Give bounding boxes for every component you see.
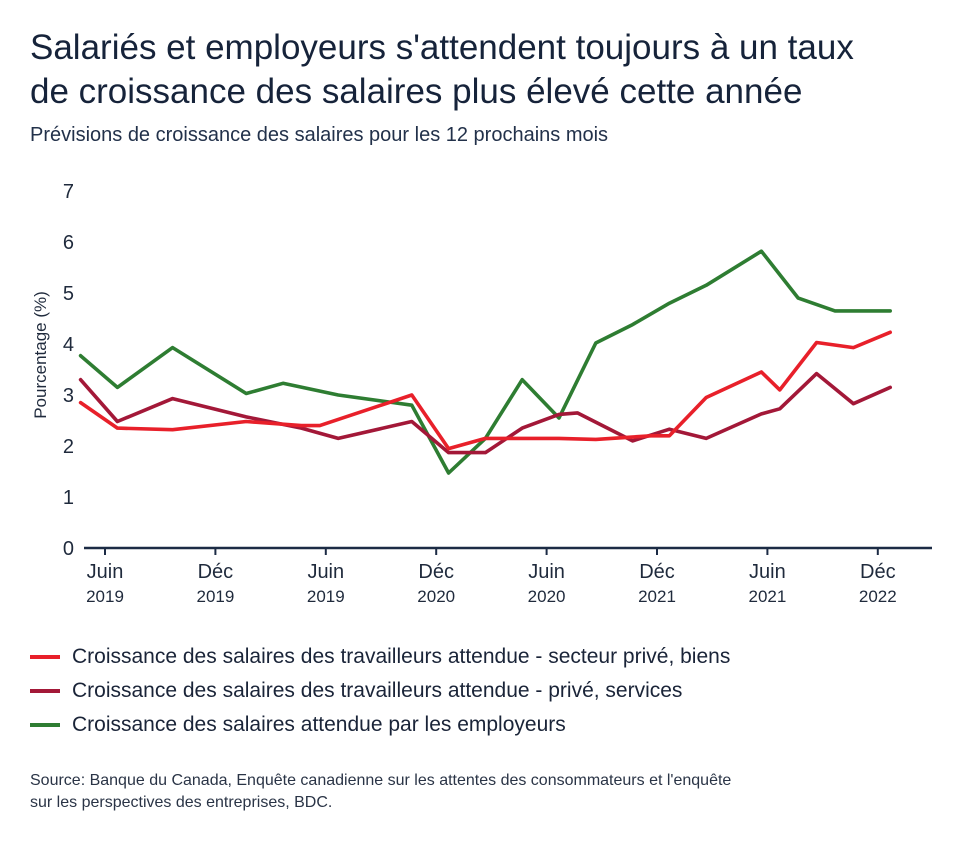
y-tick-label-1: 1 — [63, 487, 74, 509]
y-tick-label-3: 3 — [63, 385, 74, 407]
legend-label-employers: Croissance des salaires attendue par les… — [72, 713, 566, 736]
source-line-1: Source: Banque du Canada, Enquête canadi… — [30, 772, 732, 789]
series-line-employers — [78, 249, 892, 475]
legend-item-employers: Croissance des salaires attendue par les… — [30, 708, 730, 742]
y-tick-label-0: 0 — [63, 538, 74, 560]
source-note: Source: Banque du Canada, Enquête canadi… — [30, 770, 930, 814]
legend-item-private-services: Croissance des salaires des travailleurs… — [30, 674, 730, 708]
series-line-private-services — [78, 371, 892, 455]
chart-title: Salariés et employeurs s'attendent toujo… — [30, 26, 940, 114]
x-tick-month-1: Déc — [198, 561, 234, 583]
x-tick-month-6: Juin — [749, 561, 786, 583]
x-tick-year-5: 2021 — [638, 587, 676, 606]
chart-title-line-1: Salariés et employeurs s'attendent toujo… — [30, 28, 854, 67]
y-tick-label-7: 7 — [63, 181, 74, 203]
chart-title-line-2: de croissance des salaires plus élevé ce… — [30, 72, 803, 111]
series-lines — [78, 249, 892, 475]
legend-item-private-goods: Croissance des salaires des travailleurs… — [30, 640, 730, 674]
x-tick-year-1: 2019 — [196, 587, 234, 606]
x-tick-year-6: 2021 — [748, 587, 786, 606]
y-tick-label-5: 5 — [63, 283, 74, 305]
legend-label-private-services: Croissance des salaires des travailleurs… — [72, 679, 683, 702]
legend-swatch-private-services — [30, 689, 60, 693]
legend: Croissance des salaires des travailleurs… — [30, 640, 730, 742]
x-tick-year-2: 2019 — [307, 587, 345, 606]
legend-label-private-goods: Croissance des salaires des travailleurs… — [72, 645, 731, 668]
x-tick-month-0: Juin — [87, 561, 124, 583]
x-tick-year-3: 2020 — [417, 587, 455, 606]
legend-swatch-employers — [30, 723, 60, 727]
y-tick-label-2: 2 — [63, 436, 74, 458]
x-tick-month-3: Déc — [418, 561, 454, 583]
x-tick-year-0: 2019 — [86, 587, 124, 606]
x-axis-ticks: Juin 2019 Déc 2019 Juin 2019 Déc 2020 Juin 2020 Dé… — [86, 548, 897, 606]
x-tick-year-4: 2020 — [528, 587, 566, 606]
chart-subtitle: Prévisions de croissance des salaires po… — [30, 124, 609, 146]
legend-swatch-private-goods — [30, 655, 60, 659]
y-axis-label: Pourcentage (%) — [31, 291, 50, 419]
y-axis-ticks: 0 1 2 3 4 5 6 7 — [63, 181, 74, 560]
x-tick-year-7: 2022 — [859, 587, 897, 606]
series-line-private-goods — [78, 330, 892, 451]
source-line-2: sur les perspectives des entreprises, BD… — [30, 794, 333, 811]
y-tick-label-4: 4 — [63, 334, 74, 356]
x-tick-month-4: Juin — [528, 561, 565, 583]
x-tick-month-2: Juin — [307, 561, 344, 583]
x-tick-month-7: Déc — [860, 561, 896, 583]
y-tick-label-6: 6 — [63, 232, 74, 254]
x-tick-month-5: Déc — [639, 561, 675, 583]
